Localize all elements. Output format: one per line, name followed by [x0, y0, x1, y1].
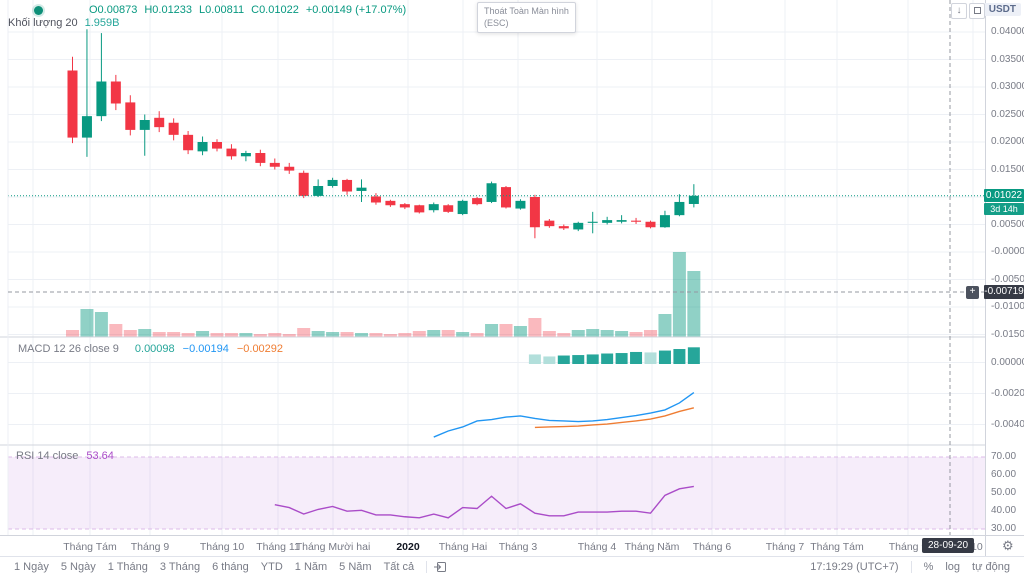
tooltip-line1: Thoát Toàn Màn hình: [484, 6, 569, 16]
scale-toggle-button[interactable]: tự động: [972, 560, 1010, 573]
price-tick-label: 0.00000: [991, 356, 1024, 368]
rsi-legend-label: RSI 14 close: [16, 450, 79, 462]
exit-fullscreen-button[interactable]: [969, 3, 985, 19]
toolbar-divider: [426, 560, 428, 573]
scale-toggle-button[interactable]: %: [923, 560, 934, 573]
time-tick-label: Tháng Năm: [624, 541, 680, 553]
macd-value: −0.00292: [236, 343, 284, 355]
volume-legend-value: 1.959B: [84, 17, 120, 29]
time-tick-label: Tháng 9: [888, 541, 928, 553]
crosshair-date-badge: 28-09-20: [921, 538, 975, 553]
macd-legend[interactable]: MACD 12 26 close 9 0.00098 −0.00194 −0.0029…: [18, 343, 283, 355]
price-axis[interactable]: USDT 0.04000 0.03500 0.03000 0.02500 0.02000…: [983, 0, 1024, 535]
price-tick-label: 0.03000: [991, 81, 1024, 92]
time-tick-label: Tháng 7: [765, 541, 805, 553]
range-button[interactable]: 1 Tháng: [107, 560, 148, 573]
time-tick-label: Tháng Tám: [63, 541, 117, 553]
time-tick-label: Tháng 3: [498, 541, 538, 553]
macd-legend-values: 0.00098 −0.00194 −0.00292: [127, 343, 283, 355]
price-tick-label: 50.00: [991, 487, 1017, 498]
go-to-date-icon[interactable]: [433, 560, 448, 574]
symbol-marker-dot: [34, 5, 43, 15]
time-axis[interactable]: Tháng Tám Tháng 9 Tháng 10 Tháng 11 Tháng Mư…: [0, 535, 1024, 556]
time-tick-label: Tháng Tám: [810, 541, 864, 553]
tooltip-line2: (ESC): [484, 17, 509, 28]
time-tick-label: Tháng 9: [130, 541, 170, 553]
axis-corner-divider: [985, 535, 986, 556]
price-tick-label: 0.03500: [991, 53, 1024, 65]
price-tick-label: 30.00: [991, 523, 1017, 534]
rsi-legend-value: 53.64: [86, 450, 114, 462]
range-button[interactable]: 3 Tháng: [159, 560, 201, 573]
bar-countdown-badge: 3d 14h: [984, 202, 1024, 215]
price-tick-label: -0.00000: [991, 246, 1024, 257]
price-tick-label: -0.00400: [991, 418, 1024, 430]
price-tick-label: 60.00: [991, 469, 1017, 480]
range-button[interactable]: YTD: [260, 560, 283, 573]
price-tick-label: -0.01000: [991, 301, 1024, 312]
volume-legend[interactable]: Khối lượng 20 1.959B: [8, 17, 120, 29]
time-tick-clipped: 10: [971, 541, 983, 553]
time-tick-label: Tháng Mười hai: [295, 541, 371, 553]
price-tick-label: 40.00: [991, 505, 1017, 516]
price-tick-label: 0.04000: [991, 26, 1024, 37]
volume-legend-label: Khối lượng 20: [8, 17, 78, 29]
add-alert-plus-button[interactable]: +: [966, 286, 979, 299]
pane-move-down-button[interactable]: ↓: [951, 3, 967, 19]
macd-value: −0.00194: [182, 343, 229, 355]
ohlc-segment: O0.00873: [89, 4, 138, 16]
range-button[interactable]: 6 tháng: [212, 560, 249, 573]
ohlc-segment: L0.00811: [199, 4, 245, 16]
range-button[interactable]: 5 Năm: [339, 560, 372, 573]
price-tick-label: 0.01500: [991, 163, 1024, 175]
time-tick-label: Tháng 4: [577, 541, 617, 553]
exit-fullscreen-tooltip: Thoát Toàn Màn hình (ESC): [477, 2, 576, 34]
time-tick-label: Tháng 11: [256, 541, 300, 553]
time-tick-label: Tháng 6: [692, 541, 732, 553]
ohlc-segment: H0.01233: [144, 4, 193, 16]
price-tick-label: -0.01500: [991, 328, 1024, 340]
ohlc-segment: +0.00149 (+17.07%): [305, 4, 407, 16]
fullscreen-icon: [973, 7, 981, 14]
time-tick-label: Tháng 10: [199, 541, 245, 553]
price-tick-label: 0.02000: [991, 136, 1024, 147]
range-button[interactable]: Tất cả: [383, 560, 415, 573]
price-tick-label: 0.02500: [991, 108, 1024, 120]
ohlc-values: O0.00873 H0.01233 L0.00811 C0.01022 +0.00149…: [89, 4, 413, 16]
symbol-legend[interactable]: O0.00873 H0.01233 L0.00811 C0.01022 +0.00149…: [34, 4, 413, 16]
currency-badge[interactable]: USDT: [983, 3, 1021, 16]
crosshair-price-badge: -0.00719: [984, 285, 1024, 299]
scale-toggle-button[interactable]: log: [945, 560, 961, 573]
range-button[interactable]: 5 Ngày: [60, 560, 96, 573]
clock[interactable]: 17:19:29 (UTC+7): [810, 560, 899, 573]
toolbar-divider: [910, 560, 912, 573]
time-tick-label: 2020: [396, 541, 420, 553]
macd-legend-label: MACD 12 26 close 9: [18, 343, 119, 355]
price-tick-label: -0.00200: [991, 387, 1024, 399]
price-tick-label: 70.00: [991, 451, 1017, 462]
candlestick-chart[interactable]: [0, 0, 985, 535]
range-button[interactable]: 1 Ngày: [14, 560, 49, 573]
range-button[interactable]: 1 Năm: [294, 560, 328, 573]
ohlc-segment: C0.01022: [251, 4, 299, 16]
price-tick-label: -0.00500: [991, 273, 1024, 285]
rsi-legend[interactable]: RSI 14 close 53.64: [16, 450, 114, 462]
last-price-badge: 0.01022: [984, 188, 1024, 202]
macd-value: 0.00098: [134, 343, 175, 355]
gear-icon[interactable]: ⚙: [1002, 538, 1014, 553]
price-tick-label: 0.00500: [991, 218, 1024, 230]
time-tick-label: Tháng Hai: [438, 541, 488, 553]
bottom-toolbar: 1 Ngày 5 Ngày 1 Tháng 3 Tháng 6 tháng YTD 1 Nă…: [0, 556, 1024, 576]
